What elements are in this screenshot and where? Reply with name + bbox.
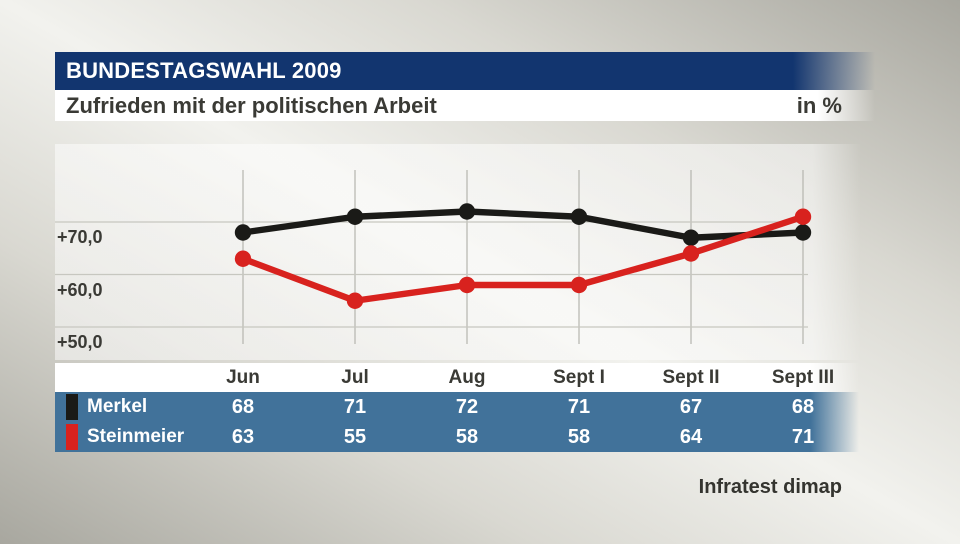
steinmeier-legend-chip [66,424,78,450]
table-body: Merkel 68 71 72 71 67 68 Steinmeier 63 5… [55,392,859,452]
page-title: BUNDESTAGSWAHL 2009 [66,58,342,83]
y-axis-label: +60,0 [57,279,103,300]
column-header: Sept II [662,366,720,388]
table-value: 67 [679,395,703,418]
table-value: 72 [455,395,479,418]
y-axis-label: +50,0 [57,332,103,352]
chart-panel [55,144,861,360]
subtitle-bar: Zufrieden mit der politischen Arbeit in … [55,90,875,121]
table-row-steinmeier: Steinmeier 63 55 58 58 64 71 [55,422,859,452]
table-value: 55 [343,425,367,448]
row-label: Merkel [87,396,148,417]
table-value: 63 [231,425,255,448]
table-value: 68 [231,395,255,418]
table-value: 58 [567,425,591,448]
chart-subtitle: Zufrieden mit der politischen Arbeit [66,92,437,118]
column-header: Sept III [771,366,835,388]
table-row-merkel: Merkel 68 71 72 71 67 68 [55,392,859,422]
merkel-legend-chip [66,394,78,420]
unit-label: in % [796,92,842,118]
y-axis-label: +70,0 [57,227,103,247]
source-credit: Infratest dimap [698,476,842,498]
data-table: Jun Jul Aug Sept I Sept II Sept III Merk… [55,363,859,452]
table-value: 71 [343,395,367,418]
column-header: Aug [448,366,486,388]
row-label: Steinmeier [87,426,185,447]
table-value: 71 [791,425,815,448]
title-bar: BUNDESTAGSWAHL 2009 [55,52,875,90]
table-header-row: Jun Jul Aug Sept I Sept II Sept III [55,363,859,392]
table-value: 68 [791,395,815,418]
column-header: Jun [226,366,260,388]
column-header: Jul [341,366,369,388]
table-value: 58 [455,425,479,448]
table-value: 64 [679,425,703,448]
table-value: 71 [567,395,591,418]
column-header: Sept I [553,366,605,388]
